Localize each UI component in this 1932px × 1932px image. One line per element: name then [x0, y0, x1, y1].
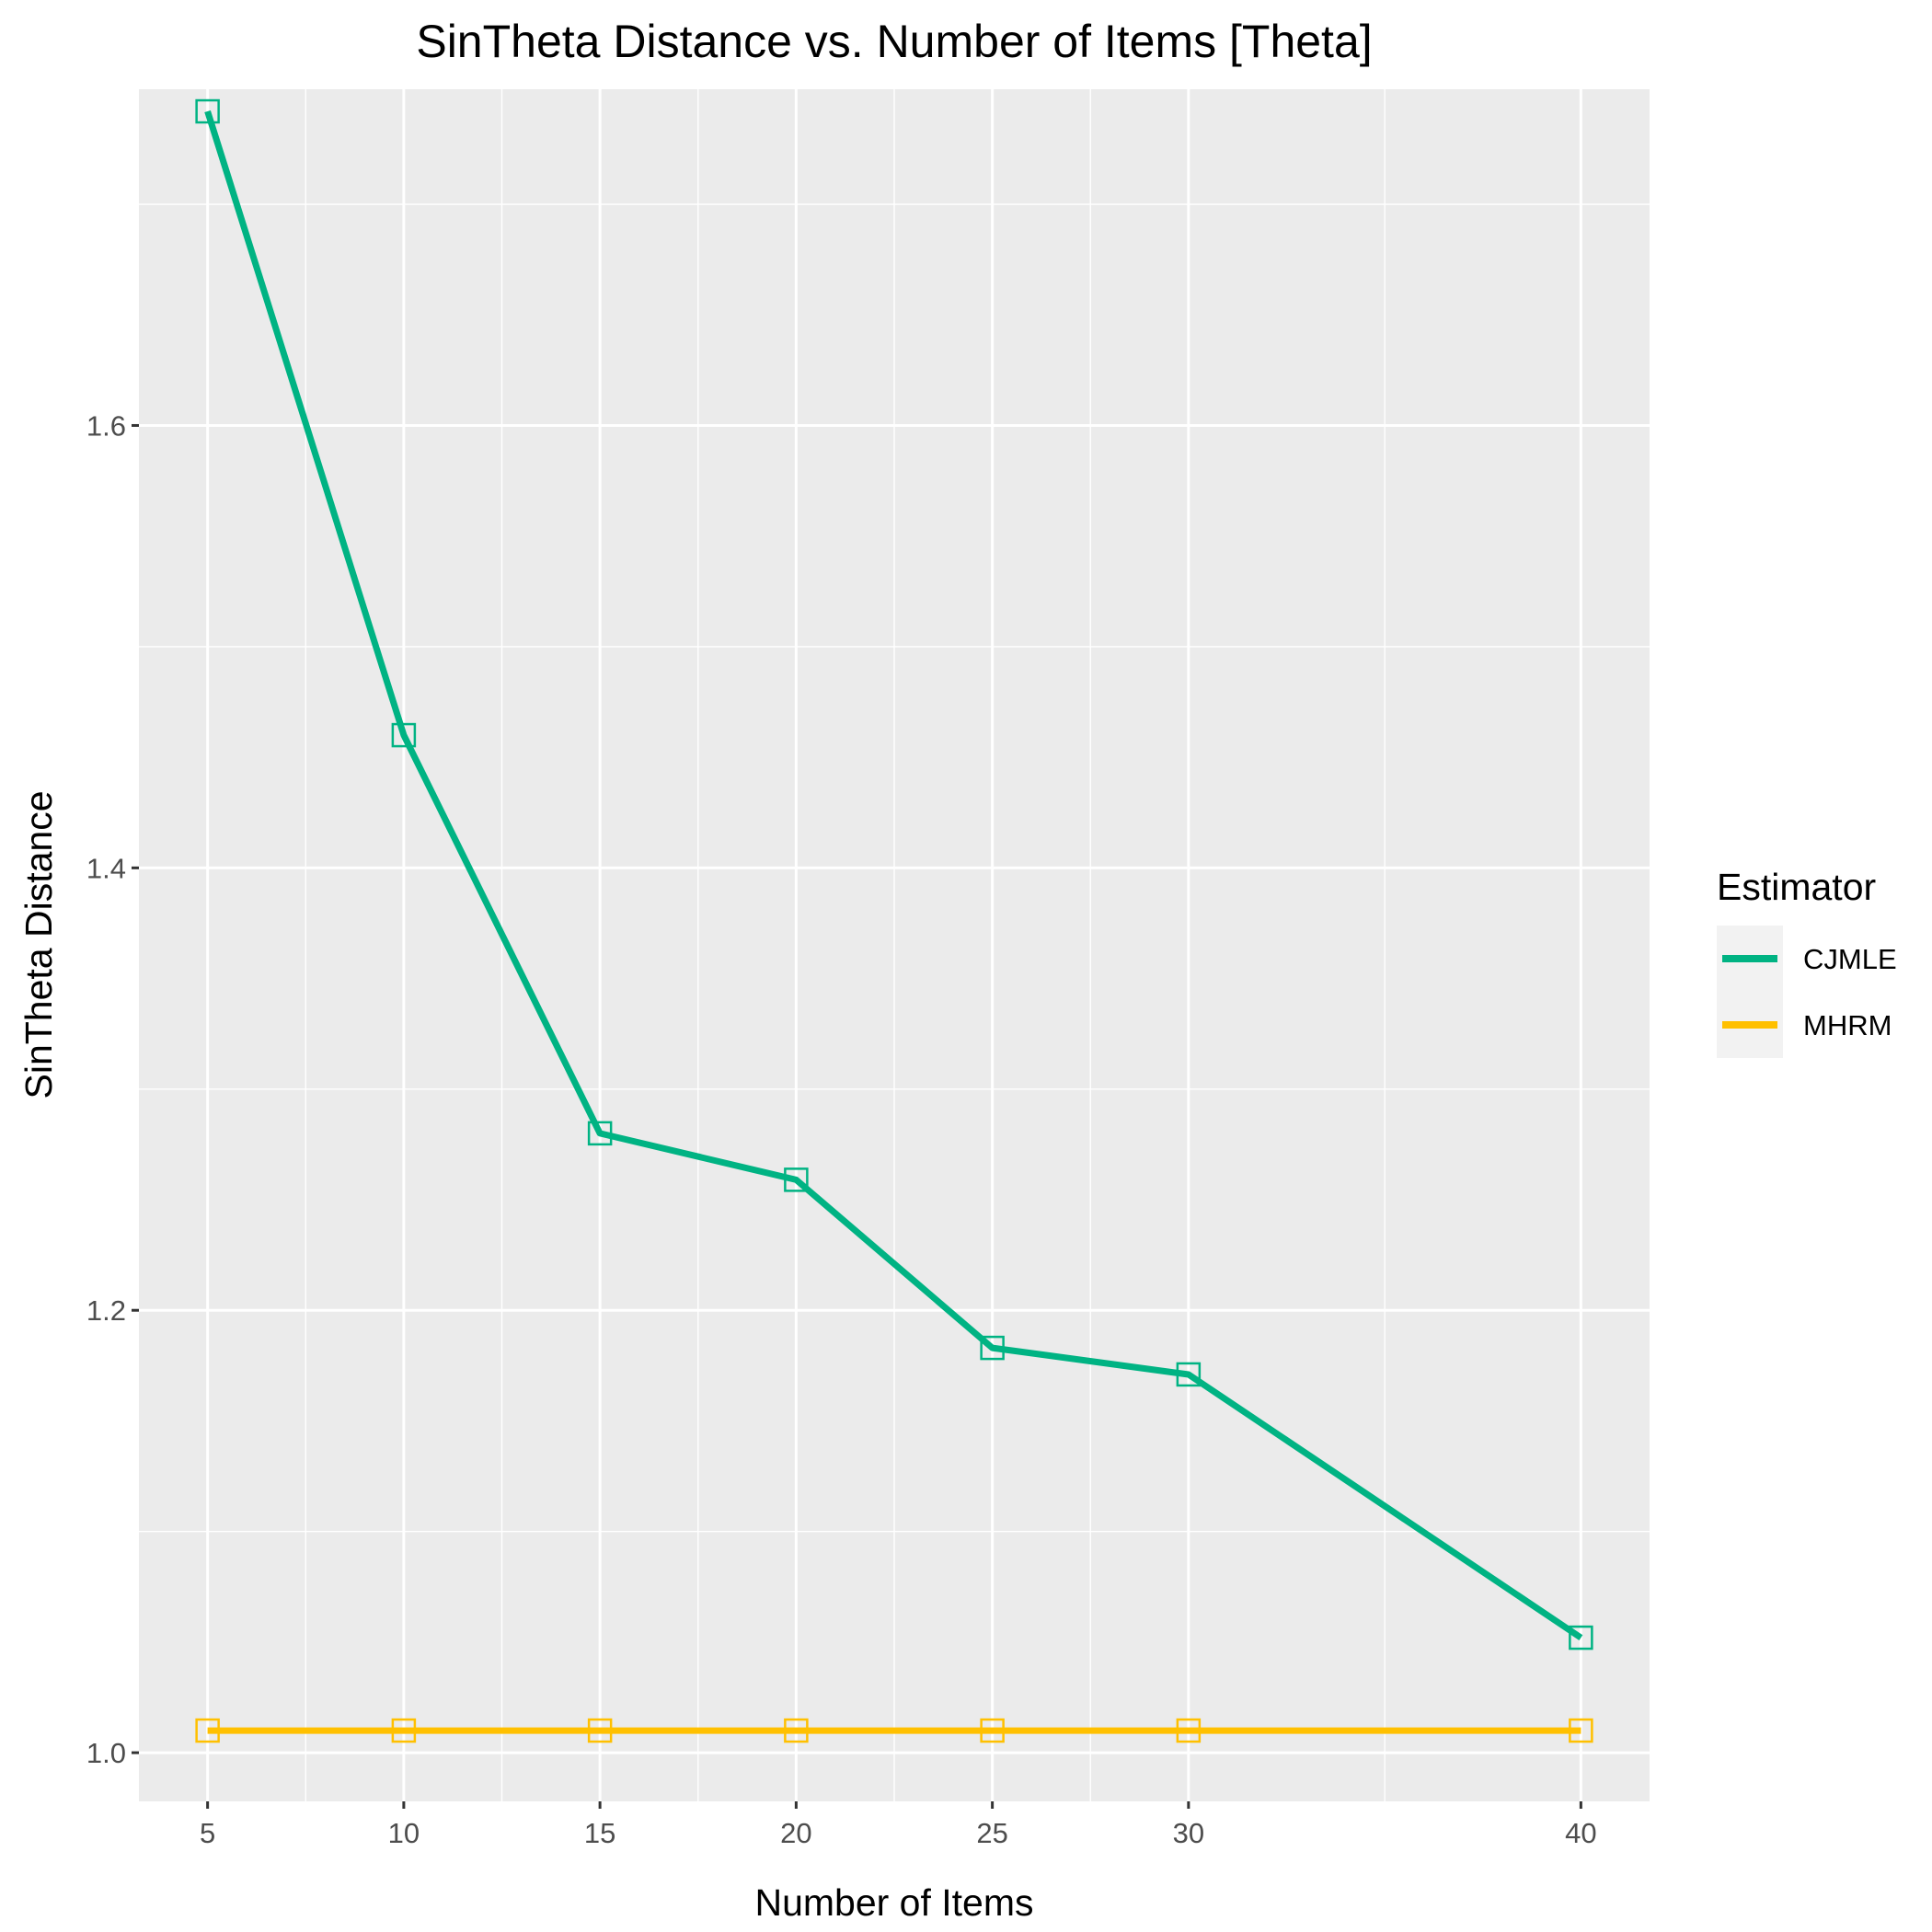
x-tick-label: 10 — [388, 1817, 420, 1849]
y-tick-label: 1.4 — [86, 852, 126, 884]
y-tick-label: 1.0 — [86, 1737, 126, 1769]
data-point-mhrm — [1569, 1718, 1593, 1743]
data-point-cjmle — [195, 98, 220, 124]
series-line-cjmle — [204, 109, 1583, 1641]
data-point-cjmle — [784, 1167, 809, 1192]
x-tick-label: 15 — [584, 1817, 615, 1849]
data-point-cjmle — [587, 1121, 613, 1146]
data-point-mhrm — [1176, 1718, 1202, 1743]
grid-lines — [139, 89, 1650, 1801]
x-tick-label: 25 — [976, 1817, 1007, 1849]
data-point-mhrm — [587, 1718, 613, 1743]
data-point-mhrm — [391, 1718, 417, 1743]
x-tick-label: 40 — [1565, 1817, 1596, 1849]
chart-title: SinTheta Distance vs. Number of Items [T… — [416, 16, 1372, 67]
x-tick-label: 5 — [200, 1817, 215, 1849]
data-point-cjmle — [391, 722, 417, 748]
legend-label-cjmle: CJMLE — [1803, 943, 1897, 975]
data-point-cjmle — [1569, 1625, 1593, 1650]
legend: Estimator CJMLE MHRM — [1717, 866, 1897, 1058]
data-point-mhrm — [784, 1718, 809, 1743]
y-tick-label: 1.6 — [86, 409, 126, 442]
data-point-cjmle — [1176, 1362, 1202, 1387]
x-tick-label: 30 — [1173, 1817, 1204, 1849]
y-tick-label: 1.2 — [86, 1294, 126, 1327]
y-axis-title: SinTheta Distance — [17, 790, 60, 1098]
data-point-cjmle — [980, 1335, 1005, 1361]
series-layer — [195, 98, 1593, 1743]
legend-label-mhrm: MHRM — [1803, 1009, 1892, 1041]
legend-title: Estimator — [1717, 866, 1876, 908]
x-axis-title: Number of Items — [754, 1881, 1033, 1924]
data-point-mhrm — [195, 1718, 220, 1743]
axes-layer: 1.0 1.2 1.4 1.6 5 10 15 20 25 30 40 — [86, 409, 1597, 1849]
legend-key-background — [1717, 926, 1783, 1058]
data-point-mhrm — [980, 1718, 1005, 1743]
x-tick-label: 20 — [780, 1817, 811, 1849]
